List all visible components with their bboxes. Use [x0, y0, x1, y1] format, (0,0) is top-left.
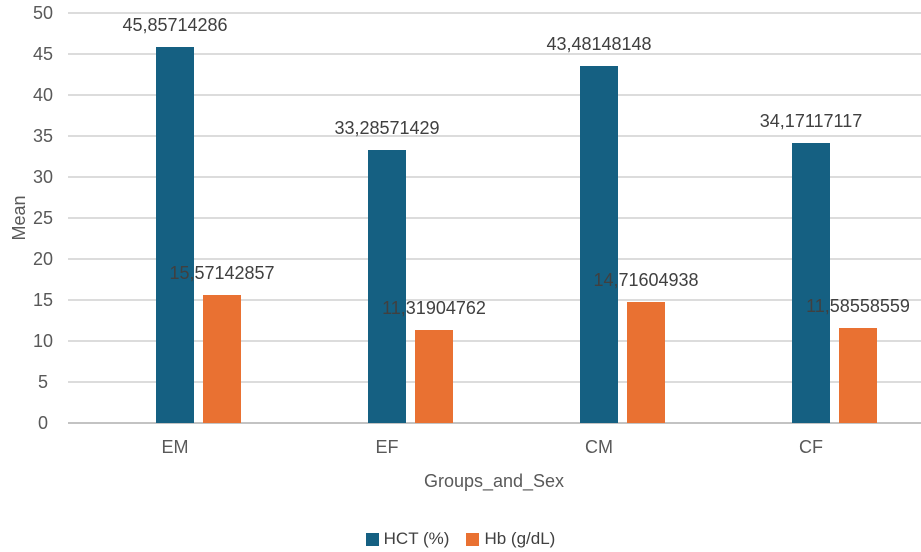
y-tick-label-50: 50	[32, 3, 54, 23]
legend-label: HCT (%)	[383, 529, 450, 548]
gridline-35	[68, 135, 921, 137]
y-axis-title: Mean	[9, 195, 29, 241]
x-tick-label-CM: CM	[585, 437, 613, 457]
gridline-0	[68, 422, 921, 424]
bar-CM-HbgdL	[627, 302, 665, 423]
legend-swatch-icon	[365, 532, 379, 546]
bar-EM-HCT	[156, 46, 194, 423]
bar-CF-HbgdL	[839, 327, 877, 423]
gridline-40	[68, 94, 921, 96]
legend-swatch-icon	[466, 532, 480, 546]
gridline-15	[68, 299, 921, 301]
y-tick-label-25: 25	[32, 208, 54, 228]
data-label-CF-HbgdL: 11,58558559	[806, 295, 910, 316]
bar-EF-HbgdL	[415, 330, 453, 423]
data-label-EM-HCT: 45,85714286	[122, 14, 228, 35]
y-tick-label-20: 20	[32, 249, 54, 269]
gridline-20	[68, 258, 921, 260]
bar-CM-HCT	[580, 66, 618, 423]
y-tick-label-5: 5	[37, 372, 49, 392]
gridline-50	[68, 12, 921, 14]
y-tick-label-45: 45	[32, 44, 54, 64]
legend-label: Hb (g/dL)	[484, 529, 556, 548]
x-tick-label-CF: CF	[799, 437, 823, 457]
y-tick-label-40: 40	[32, 85, 54, 105]
legend-item-HCT: HCT (%)	[365, 529, 450, 549]
gridline-25	[68, 217, 921, 219]
gridline-30	[68, 176, 921, 178]
gridline-10	[68, 340, 921, 342]
y-tick-label-35: 35	[32, 126, 54, 146]
data-label-CM-HCT: 43,48148148	[546, 34, 652, 55]
x-tick-label-EM: EM	[161, 437, 189, 457]
x-tick-label-EF: EF	[375, 437, 399, 457]
bar-EF-HCT	[368, 150, 406, 423]
bar-EM-HbgdL	[203, 295, 241, 423]
y-tick-label-0: 0	[37, 413, 49, 433]
data-label-CM-HbgdL: 14,71604938	[593, 270, 699, 291]
data-label-EF-HbgdL: 11,31904762	[382, 298, 486, 319]
data-label-EM-HbgdL: 15,57142857	[169, 263, 275, 284]
gridline-45	[68, 53, 921, 55]
y-tick-label-15: 15	[32, 290, 54, 310]
x-axis-title: Groups_and_Sex	[423, 471, 565, 491]
y-tick-label-10: 10	[32, 331, 54, 351]
bar-CF-HCT	[792, 142, 830, 423]
legend-item-HbgdL: Hb (g/dL)	[466, 529, 555, 549]
data-label-EF-HCT: 33,28571429	[334, 118, 440, 139]
y-tick-label-30: 30	[32, 167, 54, 187]
data-label-CF-HCT: 34,17117117	[759, 110, 863, 131]
legend: HCT (%) Hb (g/dL)	[0, 529, 921, 549]
gridline-5	[68, 381, 921, 383]
